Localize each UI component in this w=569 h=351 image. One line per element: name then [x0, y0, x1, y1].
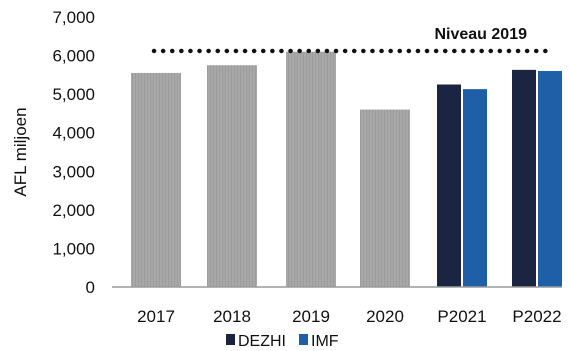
bar-actual-2020	[360, 109, 410, 287]
y-tick-label: 2,000	[52, 201, 95, 220]
y-axis-ticks: 0 1,000 2,000 3,000 4,000 5,000 6,000 7,000	[52, 8, 95, 297]
x-tick-label: 2018	[213, 307, 251, 326]
y-tick-label: 4,000	[52, 124, 95, 143]
bar-actual-2019	[286, 51, 336, 287]
x-axis-ticks: 2017 2018 2019 2020 P2021 P2022	[137, 307, 562, 326]
legend-label-imf: IMF	[311, 333, 339, 350]
reference-line: Niveau 2019	[151, 26, 549, 54]
bar-imf-p2021	[463, 89, 487, 287]
bar-dezhi-p2022	[512, 69, 536, 287]
bar-actual-2018	[207, 65, 257, 287]
x-tick-label: 2020	[366, 307, 404, 326]
x-tick-label: P2021	[437, 307, 486, 326]
legend-label-dezhi: DEZHI	[238, 333, 286, 350]
y-tick-label: 5,000	[52, 85, 95, 104]
bars	[131, 51, 562, 287]
bar-imf-p2022	[538, 71, 562, 287]
x-tick-label: P2022	[512, 307, 561, 326]
y-tick-label: 1,000	[52, 239, 95, 258]
legend-swatch-dezhi	[226, 334, 235, 345]
x-tick-label: 2019	[292, 307, 330, 326]
y-tick-label: 0	[86, 278, 95, 297]
y-tick-label: 7,000	[52, 8, 95, 27]
legend-swatch-imf	[299, 334, 308, 345]
reference-line-label: Niveau 2019	[434, 26, 527, 43]
bar-actual-2017	[131, 72, 181, 287]
y-tick-label: 3,000	[52, 162, 95, 181]
x-tick-label: 2017	[137, 307, 175, 326]
y-axis-label: AFL miljoen	[11, 107, 30, 196]
legend: DEZHI IMF	[226, 333, 339, 350]
bar-dezhi-p2021	[437, 84, 461, 287]
y-tick-label: 6,000	[52, 47, 95, 66]
